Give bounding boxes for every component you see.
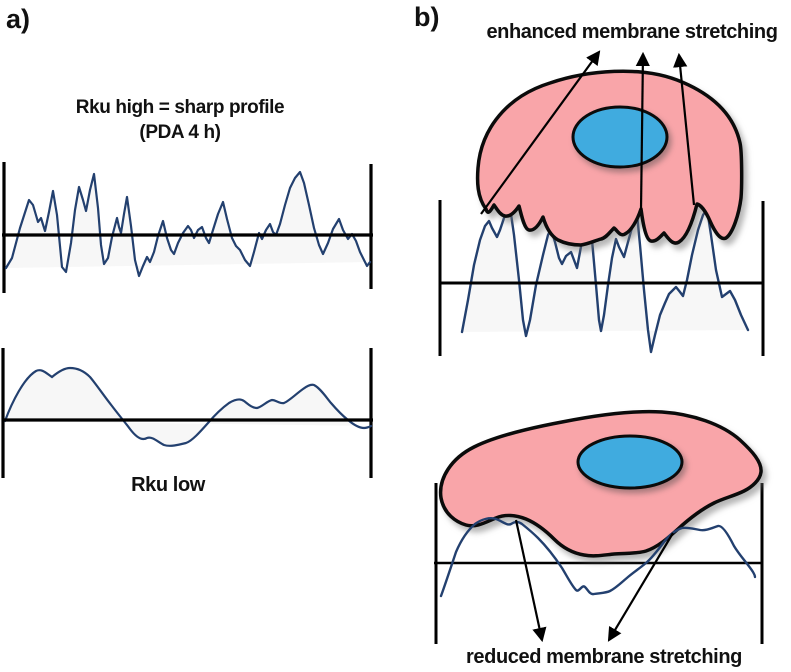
membrane-arrow-down-1 [514, 519, 547, 643]
enhanced-stretching-arrows [480, 50, 696, 215]
panel-a-title-line1: Rku high = sharp profile [75, 97, 285, 118]
panel-a-sharp-profile [2, 162, 373, 293]
b-top-spiky-curve [460, 205, 750, 354]
cell-on-smooth-surface [438, 409, 763, 558]
cell-bottom-nucleus [576, 434, 684, 490]
membrane-arrow-up-2 [635, 51, 650, 211]
cell-top-nucleus [571, 105, 669, 169]
panel-b-top-profile [438, 200, 765, 356]
panel-a-smooth-profile [1, 348, 373, 478]
rku-low-caption: Rku low [131, 474, 205, 496]
b-bottom-smooth-curve [439, 517, 757, 598]
panel-a-label: a) [6, 4, 31, 34]
membrane-arrow-up-1 [480, 50, 601, 215]
membrane-arrow-up-3 [673, 52, 696, 206]
reduced-stretching-arrows [514, 519, 674, 643]
smooth-profile-curve [3, 366, 373, 447]
cell-on-rough-surface [475, 69, 744, 247]
panel-b-bottom-profile [434, 483, 764, 644]
membrane-arrow-down-2 [607, 532, 674, 642]
sharp-profile-curve [4, 170, 372, 278]
enhanced-stretching-caption: enhanced membrane stretching [486, 21, 778, 43]
reduced-stretching-caption: reduced membrane stretching [466, 646, 742, 668]
panel-a-title: Rku high = sharp profile (PDA 4 h) [20, 96, 340, 145]
panel-a-title-line2: (PDA 4 h) [139, 121, 221, 143]
panel-b-label: b) [414, 2, 440, 32]
